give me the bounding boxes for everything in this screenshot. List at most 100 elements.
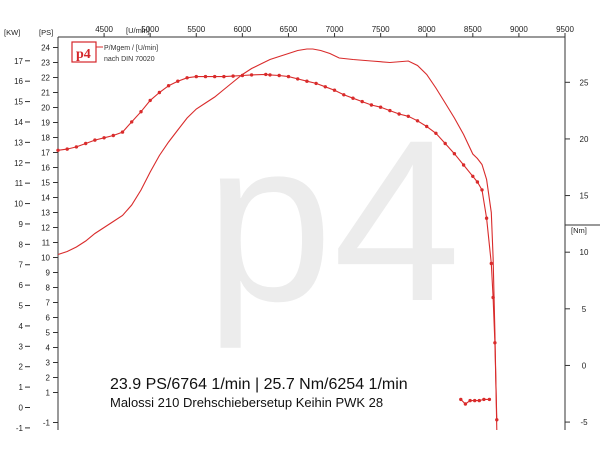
ps-tick-label: 8 [46, 284, 51, 293]
series-mgem-point [388, 108, 392, 113]
series-mgem-point [56, 148, 60, 152]
series-mgem-point [286, 74, 291, 79]
series-mgem-point [484, 216, 489, 220]
series-mgem-point [491, 295, 495, 300]
legend-subtitle: nach DIN 70020 [104, 56, 155, 63]
ps-tick-label: 3 [46, 359, 51, 368]
kw-tick-label: 16 [14, 77, 23, 86]
ps-tick-label: 7 [46, 299, 51, 308]
series-mgem-point [495, 418, 499, 422]
series-mgem-point [268, 73, 272, 77]
series-mgem-point [434, 131, 438, 135]
nm-tick-label: 20 [580, 135, 589, 144]
series-mgem-point [443, 141, 447, 146]
ps-tick-label: 18 [41, 134, 50, 143]
series-mgem-point [148, 98, 152, 103]
ps-tick-label: 21 [41, 89, 50, 98]
rpm-tick-label: 9500 [556, 25, 574, 34]
kw-tick-label: 17 [14, 57, 23, 66]
series-mgem-point [139, 110, 143, 114]
series-mgem-tail-point [468, 398, 472, 403]
rpm-tick-label: 8500 [464, 25, 482, 34]
nm-tick-label: 5 [582, 305, 587, 314]
rpm-tick-label: 5000 [141, 25, 159, 34]
series-mgem-point [378, 105, 383, 109]
nm-tick-label: 0 [582, 361, 587, 370]
series-mgem-point [493, 341, 497, 345]
series-mgem-point [222, 74, 226, 79]
kw-tick-label: 3 [19, 342, 24, 351]
series-mgem-point [406, 114, 410, 119]
ps-tick-label: 12 [41, 224, 50, 233]
kw-tick-label: 10 [14, 200, 23, 209]
kw-tick-label: 11 [15, 179, 24, 188]
series-p-line [57, 48, 498, 431]
series-mgem-point [369, 103, 374, 107]
series-mgem-point [305, 79, 309, 83]
series-mgem-point [130, 120, 134, 124]
ps-tick-label: 2 [46, 374, 51, 383]
ps-tick-label: 13 [41, 209, 50, 218]
ps-tick-label: 22 [41, 74, 50, 83]
rpm-tick-label: 5500 [187, 25, 205, 34]
ps-tick-label: 1 [46, 389, 51, 398]
nm-tick-label: 10 [580, 248, 589, 257]
ps-tick-label: -1 [43, 419, 51, 428]
series-mgem-point [65, 147, 69, 151]
ps-tick-label: 9 [46, 269, 51, 278]
kw-tick-label: 9 [19, 220, 24, 229]
series-mgem-point [323, 85, 327, 89]
legend-title: P/Mgem / [U/min] [104, 45, 158, 52]
series-mgem-point [415, 119, 420, 123]
rpm-tick-label: 8000 [418, 25, 436, 34]
kw-unit-label: [KW] [4, 28, 20, 37]
ps-tick-label: 15 [41, 179, 50, 188]
kw-tick-label: -1 [16, 424, 24, 433]
ps-tick-label: 6 [46, 314, 51, 323]
ps-tick-label: 23 [41, 59, 50, 68]
ps-tick-label: 19 [41, 119, 50, 128]
nm-tick-label: -5 [580, 418, 588, 427]
ps-tick-label: 11 [42, 239, 51, 248]
series-mgem-point [489, 261, 493, 266]
series-mgem-point [185, 76, 189, 80]
rpm-tick-label: 7000 [326, 25, 344, 34]
series-mgem-point [74, 145, 79, 149]
series-mgem-point [194, 74, 198, 79]
logo: p4 [76, 47, 91, 62]
kw-tick-label: 4 [19, 322, 24, 331]
series-mgem-tail-point [463, 402, 468, 406]
plot-frame [57, 36, 600, 430]
rpm-tick-label: 6500 [280, 25, 298, 34]
rpm-tick-label: 4500 [95, 25, 113, 34]
series-mgem-point [480, 188, 484, 192]
series-mgem-point [351, 96, 355, 100]
kw-tick-label: 2 [19, 363, 24, 372]
series-mgem-point [360, 99, 364, 104]
series-mgem-point [93, 138, 97, 142]
nm-tick-label: 25 [580, 78, 589, 87]
nm-unit-label: [Nm] [571, 226, 587, 235]
nm-tick-label: 15 [580, 192, 589, 201]
ps-tick-label: 5 [46, 329, 51, 338]
setup-description: Malossi 210 Drehschiebersetup Keihin PWK… [110, 395, 383, 410]
series-mgem-point [213, 74, 217, 79]
ps-tick-label: 4 [46, 344, 51, 353]
ps-tick-label: 14 [41, 194, 50, 203]
rpm-tick-label: 6000 [233, 25, 251, 34]
kw-tick-label: 6 [19, 281, 24, 290]
series-mgem-point [231, 74, 235, 78]
series-mgem-point [314, 81, 318, 86]
series-mgem-tail-point [487, 397, 492, 402]
series-mgem-point [475, 180, 480, 184]
series-mgem-point [111, 133, 116, 138]
kw-tick-label: 15 [14, 98, 23, 107]
series-mgem-point [157, 90, 162, 95]
series-mgem-point [332, 88, 337, 92]
series-mgem-point [461, 163, 466, 167]
legend: p4 P/Mgem / [U/min] nach DIN 70020 [71, 41, 158, 63]
series-layer [56, 48, 499, 431]
kw-tick-label: 12 [14, 159, 23, 168]
kw-tick-label: 5 [19, 302, 24, 311]
